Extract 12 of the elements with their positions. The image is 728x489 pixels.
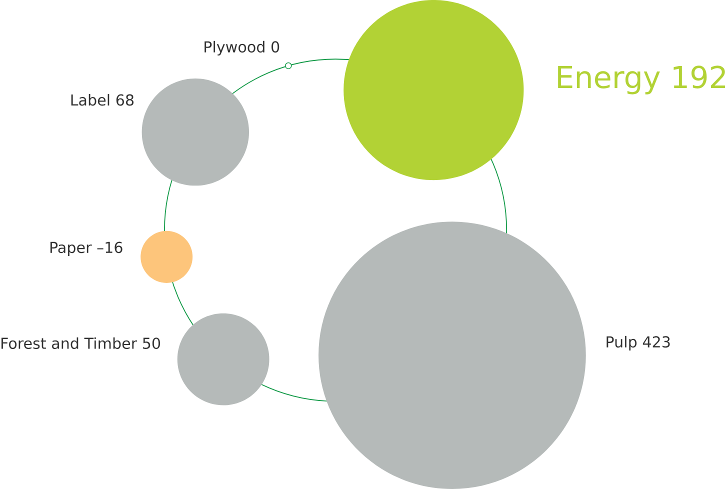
category-label: Plywood <box>204 40 264 56</box>
category-label: Forest and Timber <box>1 337 138 350</box>
data-label: 50 <box>143 338 160 350</box>
category-label: Pulp <box>606 336 637 351</box>
category-label: Paper <box>50 242 92 256</box>
data-label: 0 <box>272 41 280 53</box>
data-label: 68 <box>116 94 134 106</box>
data-label: 192 <box>674 66 725 88</box>
data-label: 423 <box>642 336 670 348</box>
category-label: Energy <box>558 66 660 94</box>
data-label: –16 <box>97 242 122 254</box>
category-label: Label <box>71 94 110 106</box>
